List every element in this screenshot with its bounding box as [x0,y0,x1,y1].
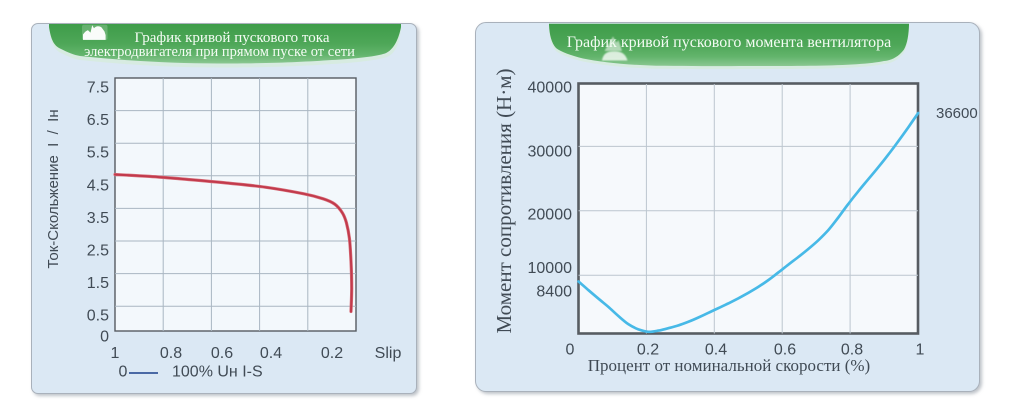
svg-text:Момент сопротивления (Н·м): Момент сопротивления (Н·м) [492,69,516,334]
svg-text:2.5: 2.5 [87,243,109,260]
svg-text:0.8: 0.8 [160,345,182,362]
svg-text:5.5: 5.5 [87,145,109,162]
svg-text:1: 1 [111,345,120,362]
svg-text:1: 1 [916,342,925,359]
svg-text:0.4: 0.4 [705,342,727,359]
svg-text:0: 0 [566,342,575,359]
svg-text:40000: 40000 [528,80,573,97]
svg-text:0: 0 [100,329,109,346]
svg-text:30000: 30000 [528,144,573,161]
svg-text:Slip: Slip [375,345,402,362]
svg-text:8400: 8400 [536,284,572,301]
svg-text:4.5: 4.5 [87,177,109,194]
svg-text:0.6: 0.6 [211,345,233,362]
svg-text:0.2: 0.2 [321,345,343,362]
svg-text:7.5: 7.5 [87,80,109,97]
svg-text:6.5: 6.5 [87,112,109,129]
svg-text:Процент от номинальной скорост: Процент от номинальной скорости (%) [588,356,870,375]
svg-text:0.8: 0.8 [841,342,863,359]
svg-text:0.6: 0.6 [774,342,796,359]
svg-text:36600: 36600 [936,105,978,122]
svg-text:20000: 20000 [528,207,573,224]
svg-text:1.5: 1.5 [87,275,109,292]
svg-text:100% Uн I-S: 100% Uн I-S [172,364,263,381]
svg-text:Ток-Скольжение I / Iн: Ток-Скольжение I / Iн [45,109,62,268]
svg-text:10000: 10000 [528,260,573,277]
svg-text:0.4: 0.4 [260,345,282,362]
svg-text:0.5: 0.5 [87,308,109,325]
svg-text:0: 0 [119,364,128,381]
svg-text:3.5: 3.5 [87,210,109,227]
svg-text:0.2: 0.2 [637,342,659,359]
